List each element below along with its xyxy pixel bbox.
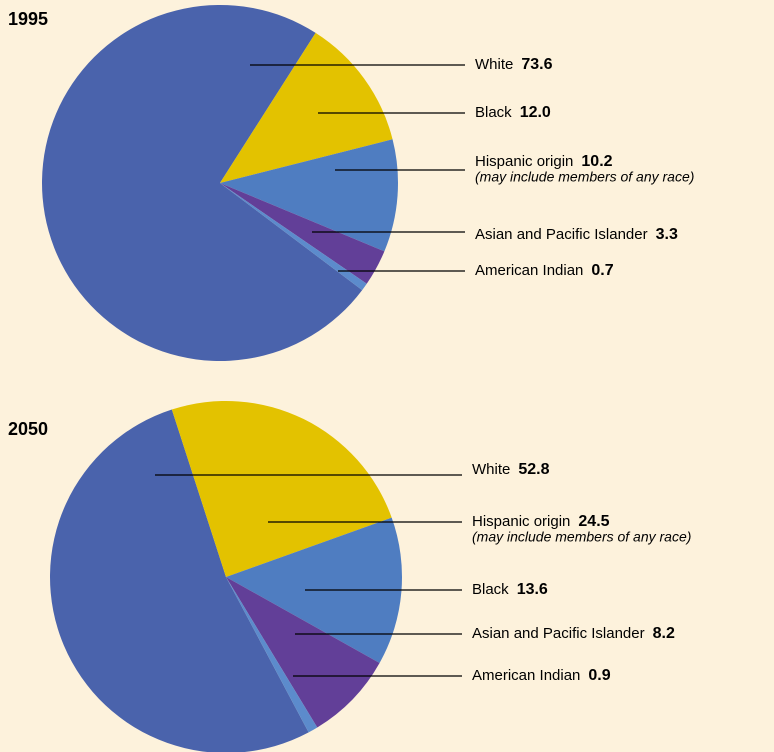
slice-label: White 52.8 [472,461,550,478]
pie-slice [226,577,380,728]
category-label: Asian and Pacific Islander [472,625,645,642]
annotation: (may include members of any race) [472,529,691,545]
category-label: Black [475,104,512,121]
category-label: Hispanic origin [475,153,573,170]
slice-label: American Indian 0.9 [472,667,611,684]
slice-label: Black 12.0 [475,104,551,121]
value-label: 0.7 [591,262,613,279]
value-label: 52.8 [518,461,549,478]
pie-slice [50,409,309,752]
category-label: American Indian [475,262,583,279]
slice-label: Asian and Pacific Islander 3.3 [475,226,678,243]
value-label: 13.6 [517,581,548,598]
category-label: Black [472,581,509,598]
value-label: 10.2 [581,153,612,170]
value-label: 0.9 [588,667,610,684]
chart-title: 1995 [8,9,48,29]
pie-slice [220,32,393,184]
value-label: 3.3 [656,226,678,243]
pie-slice [42,5,363,362]
value-label: 12.0 [520,104,551,121]
slice-label: Hispanic origin 10.2 [475,153,613,170]
annotation: (may include members of any race) [475,169,694,185]
slice-label: Asian and Pacific Islander 8.2 [472,625,675,642]
category-label: White [472,461,510,478]
pie-slice [171,401,392,577]
chart-title: 2050 [8,419,48,439]
slice-label: Black 13.6 [472,581,548,598]
pie-slice [220,183,367,291]
slice-label: White 73.6 [475,56,553,73]
slice-label: American Indian 0.7 [475,262,614,279]
pie-slice [220,183,385,284]
category-label: American Indian [472,667,580,684]
value-label: 24.5 [578,513,609,530]
category-label: Hispanic origin [472,513,570,530]
slice-label: Hispanic origin 24.5 [472,513,610,530]
category-label: Asian and Pacific Islander [475,226,648,243]
pie-slice [226,577,318,733]
value-label: 8.2 [653,625,675,642]
category-label: White [475,56,513,73]
value-label: 73.6 [521,56,552,73]
pie-slice [220,139,399,252]
